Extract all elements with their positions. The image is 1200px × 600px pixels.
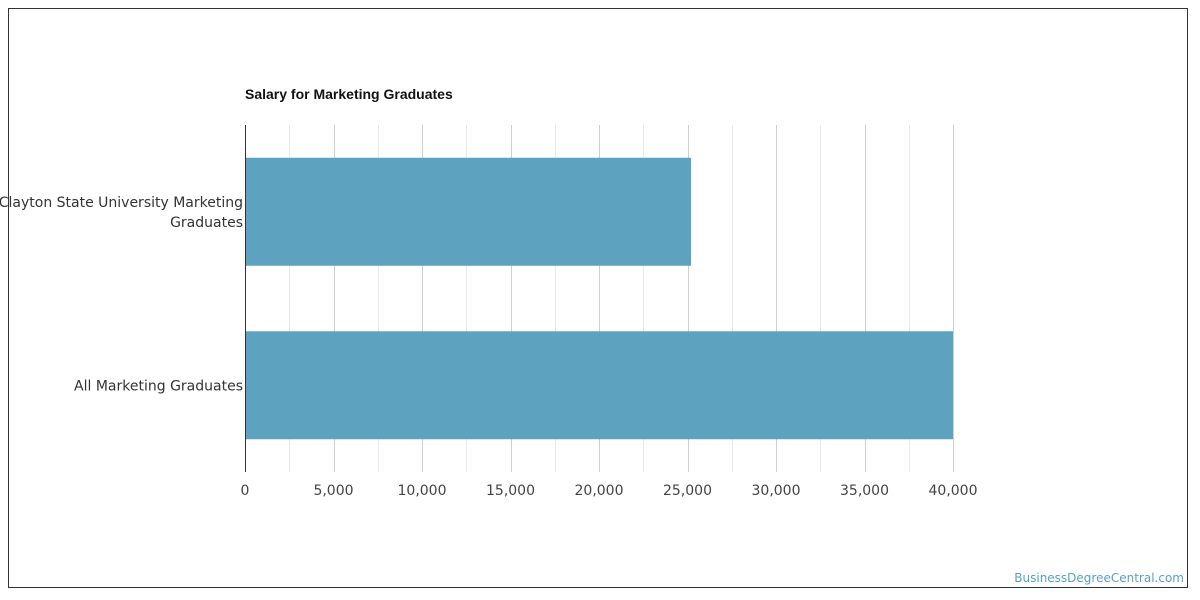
- x-tick-label: 30,000: [752, 483, 801, 499]
- bar: [245, 157, 692, 266]
- x-tick-label: 15,000: [486, 483, 535, 499]
- bars: [245, 157, 953, 440]
- x-tick-label: 40,000: [929, 483, 978, 499]
- x-tick-label: 10,000: [398, 483, 447, 499]
- bar: [245, 331, 953, 440]
- x-tick-label: 35,000: [840, 483, 889, 499]
- x-tick-labels: 0 5,000 10,000 15,000 20,000 25,000 30,000 35,0…: [241, 483, 978, 499]
- chart-frame: [8, 8, 1188, 588]
- x-tick-label: 25,000: [663, 483, 712, 499]
- x-tick-label: 20,000: [575, 483, 624, 499]
- x-tick-label: 0: [241, 483, 250, 499]
- watermark: BusinessDegreeCentral.com: [1014, 571, 1184, 585]
- category-label: Clayton State University Marketing Gradua…: [0, 195, 243, 231]
- category-labels: Clayton State University Marketing Gradua…: [0, 195, 243, 395]
- x-tick-label: 5,000: [313, 483, 353, 499]
- category-label: All Marketing Graduates: [74, 378, 243, 394]
- chart-title: Salary for Marketing Graduates: [245, 86, 453, 102]
